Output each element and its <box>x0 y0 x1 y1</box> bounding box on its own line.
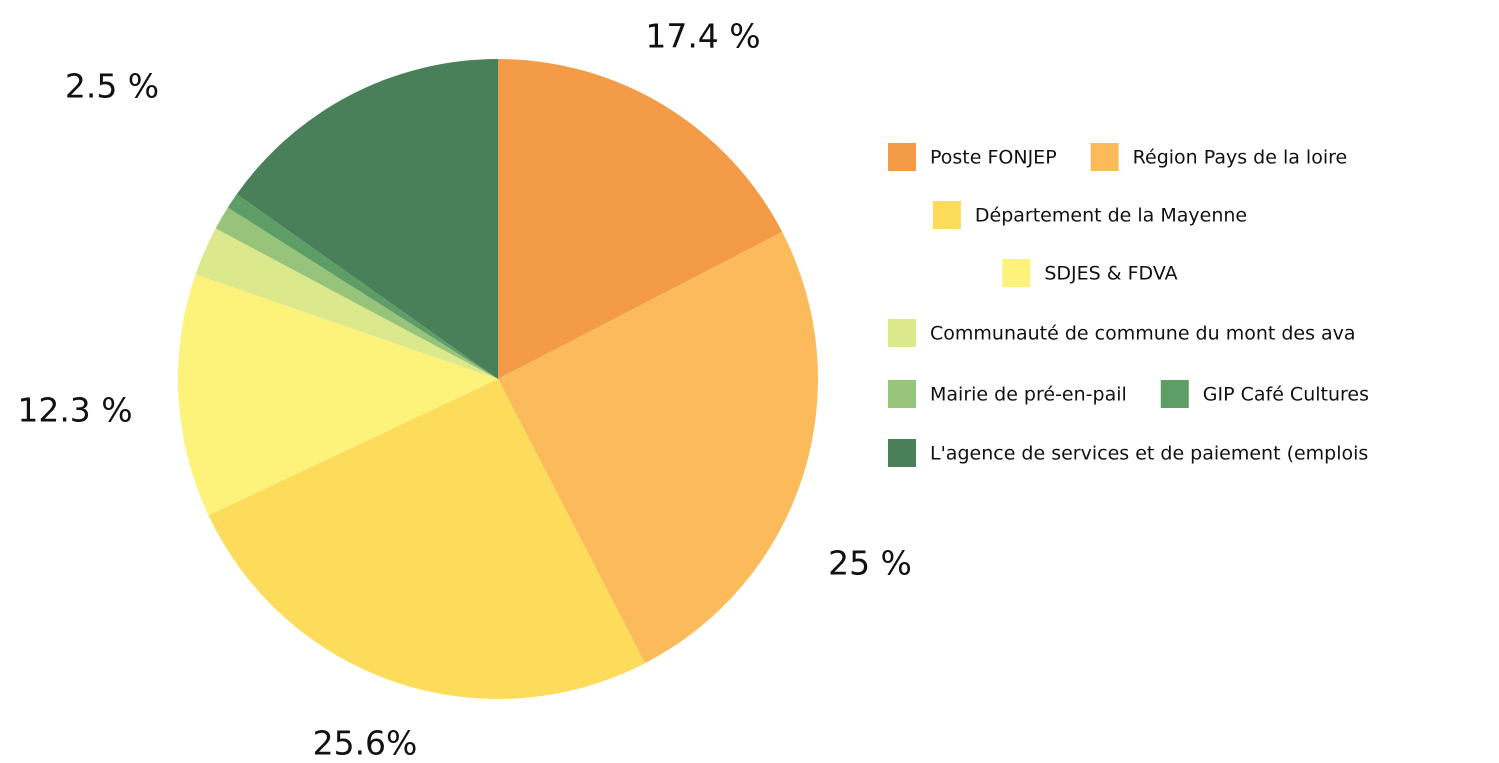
pie-slice <box>236 59 499 379</box>
legend-swatch <box>1090 143 1119 171</box>
pie-slice <box>498 59 783 379</box>
legend-swatch <box>888 380 916 408</box>
legend-swatch <box>888 143 916 171</box>
legend-swatch <box>888 439 916 467</box>
legend-swatch <box>932 201 961 229</box>
legend-label: Région Pays de la loire <box>1133 147 1348 169</box>
value-label: 2.5 % <box>65 67 159 106</box>
value-label: 17.4 % <box>645 17 760 56</box>
legend-swatch <box>1160 380 1189 408</box>
legend-swatch <box>888 319 916 347</box>
pie-slice <box>215 207 498 379</box>
pie-slice <box>195 228 498 379</box>
value-label: 12.3 % <box>17 391 132 430</box>
legend-label: Poste FONJEP <box>930 147 1057 169</box>
value-label: 25 % <box>828 544 912 583</box>
legend-label: Communauté de commune du mont des ava <box>930 323 1356 345</box>
pie-slice <box>227 194 498 379</box>
legend-label: L'agence de services et de paiement (emp… <box>930 443 1368 465</box>
legend-label: SDJES & FDVA <box>1044 263 1177 285</box>
legend-label: GIP Café Cultures <box>1203 384 1369 406</box>
pie-slice <box>208 379 646 699</box>
legend-label: Mairie de pré-en-pail <box>930 384 1127 406</box>
pie-slice <box>177 274 498 516</box>
legend-label: Département de la Mayenne <box>975 205 1247 227</box>
pie-slice <box>498 231 818 664</box>
value-label: 25.6% <box>313 724 418 763</box>
legend-swatch <box>1002 259 1031 287</box>
